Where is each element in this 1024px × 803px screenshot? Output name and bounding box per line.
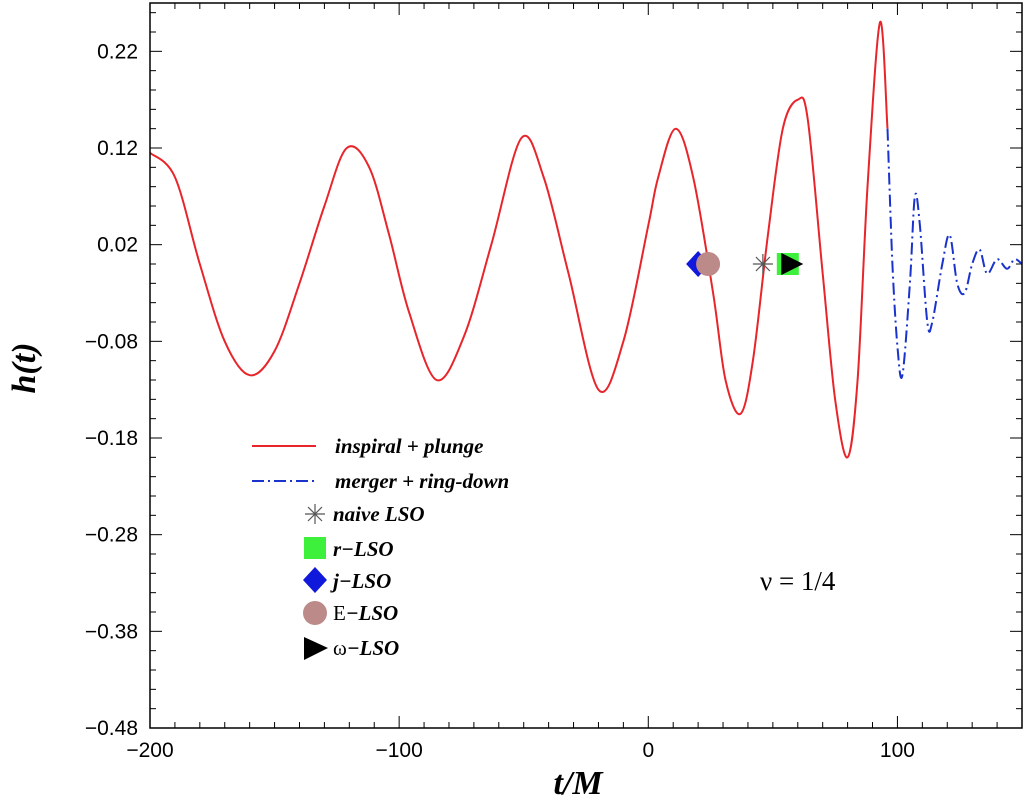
series-group	[149, 21, 1023, 459]
y-tick-label: −0.08	[85, 330, 138, 353]
asterisk-icon	[305, 504, 325, 524]
square-icon	[304, 537, 326, 559]
x-axis-title: t/M	[553, 765, 604, 802]
y-tick-label: 0.22	[97, 40, 138, 63]
legend-label-e-lso: E−LSO	[333, 601, 398, 625]
axis-ticks	[149, 3, 1023, 729]
legend-label-omega-lso-prefix: ω	[333, 636, 347, 660]
y-tick-label: 0.12	[97, 137, 138, 160]
y-tick-label: 0.02	[97, 234, 138, 257]
legend-label-j-lso: j−LSO	[330, 569, 391, 593]
y-tick-label: −0.38	[85, 620, 138, 643]
legend-label-omega-lso-main: −LSO	[347, 636, 399, 660]
legend-label-r-lso: r−LSO	[333, 537, 394, 561]
x-tick-label: −100	[375, 739, 422, 762]
legend-label-e-lso-prefix: E	[333, 601, 346, 625]
nu-annotation: ν = 1/4	[760, 566, 836, 596]
triangle-right-icon	[304, 637, 328, 660]
tick-labels: −200 −100 0 100 0.22 0.12 0.02 −0.08 −0.18 −0.28 −…	[85, 40, 915, 762]
y-tick-label: −0.28	[85, 524, 138, 547]
x-tick-label: −200	[126, 739, 173, 762]
series-inspiral-plunge	[149, 21, 889, 459]
marker-omega-lso	[781, 253, 804, 275]
y-tick-label: −0.18	[85, 427, 138, 450]
legend: inspiral + plunge merger + ring-down nai…	[252, 434, 509, 660]
plot-frame	[149, 2, 1023, 729]
y-tick-label: −0.48	[85, 717, 138, 740]
diamond-icon	[303, 567, 327, 593]
legend-label-omega-lso: ω−LSO	[333, 636, 399, 660]
legend-label-merger: merger + ring-down	[335, 469, 509, 493]
legend-label-inspiral: inspiral + plunge	[335, 434, 484, 458]
circle-icon	[303, 601, 327, 625]
marker-naive-lso	[752, 254, 773, 274]
x-tick-label: 0	[642, 739, 654, 762]
legend-label-naive-lso: naive LSO	[333, 502, 425, 526]
y-axis-title: h(t)	[6, 343, 43, 394]
marker-e-lso	[696, 252, 721, 276]
legend-label-e-lso-main: −LSO	[346, 601, 398, 625]
series-merger-ringdown	[886, 128, 1023, 379]
x-tick-label: 100	[880, 739, 915, 762]
lso-markers	[686, 251, 804, 277]
